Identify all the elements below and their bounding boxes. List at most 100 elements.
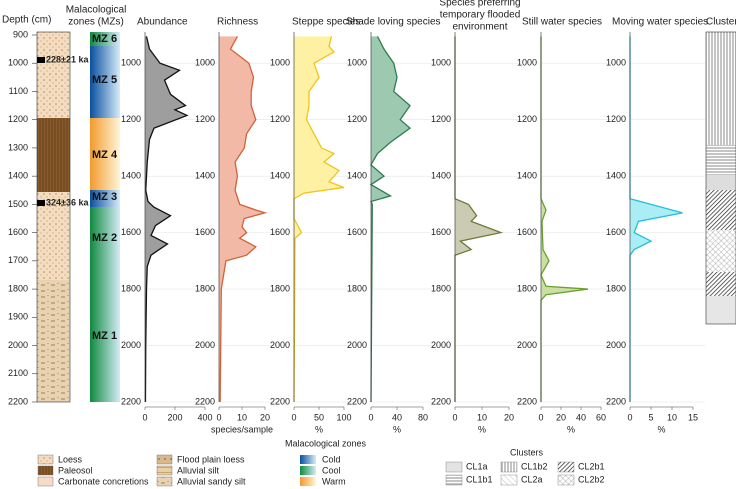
y-tick-label: 1200: [195, 114, 215, 124]
x-tick-label: 80: [418, 412, 428, 422]
depth-tick-label: 1800: [8, 283, 28, 293]
depth-tick-label: 1500: [8, 199, 28, 209]
y-tick-label: 2200: [195, 396, 215, 406]
zone-label: MZ 4: [92, 149, 118, 161]
x-tick-label: 0: [538, 412, 543, 422]
zone-label: MZ 3: [92, 191, 117, 203]
x-tick-label: 5: [648, 412, 653, 422]
y-tick-label: 1800: [270, 283, 290, 293]
zone-label: MZ 2: [92, 232, 117, 244]
y-tick-label: 1600: [270, 227, 290, 237]
x-axis-label: %: [567, 424, 575, 434]
y-tick-label: 2000: [606, 340, 626, 350]
clusters-title: Clusters: [706, 17, 736, 28]
legend-label: Loess: [58, 454, 83, 464]
y-tick-label: 1800: [606, 283, 626, 293]
area: [371, 36, 410, 403]
x-tick-label: 0: [368, 412, 373, 422]
x-axis-label: %: [315, 424, 323, 434]
y-tick-label: 2000: [121, 340, 141, 350]
y-tick-label: 1000: [517, 58, 537, 68]
y-tick-label: 2000: [195, 340, 215, 350]
panel-title: Species preferring: [439, 0, 520, 9]
panel-title: environment: [452, 22, 507, 33]
y-tick-label: 1600: [121, 227, 141, 237]
legend-label: CL1b1: [466, 474, 493, 484]
legend-label: Alluvial silt: [177, 465, 220, 475]
depth-title: Depth (cm): [2, 15, 51, 26]
y-tick-label: 1400: [195, 171, 215, 181]
y-tick-label: 1400: [347, 171, 367, 181]
depth-tick-label: 2200: [8, 396, 28, 406]
y-tick-label: 1400: [517, 171, 537, 181]
depth-tick-label: 1400: [8, 171, 28, 181]
legend-label: CL2b2: [578, 474, 605, 484]
legend-label: Paleosol: [58, 465, 93, 475]
area: [294, 36, 344, 403]
zone-label: MZ 6: [92, 33, 117, 45]
x-tick-label: 0: [452, 412, 457, 422]
y-tick-label: 1600: [195, 227, 215, 237]
y-tick-label: 2200: [121, 396, 141, 406]
zone-label: MZ 5: [92, 74, 117, 86]
legend-label: Alluvial sandy silt: [177, 476, 246, 486]
line: [540, 36, 589, 402]
x-tick-label: 10: [477, 412, 487, 422]
legend-label: Flood plain loess: [177, 454, 245, 464]
area: [145, 36, 187, 403]
date-label: 228±21 ka: [46, 54, 89, 64]
clusters-legend: [445, 461, 575, 486]
legend-label: CL2a: [521, 474, 543, 484]
x-axis-label: %: [657, 424, 665, 434]
x-tick-label: 0: [627, 412, 632, 422]
y-tick-label: 2000: [431, 340, 451, 350]
depth-tick-label: 2000: [8, 340, 28, 350]
y-tick-label: 2200: [431, 396, 451, 406]
panel-title: temporary flooded: [440, 10, 521, 21]
y-tick-label: 1000: [606, 58, 626, 68]
panel-title: Moving water species: [612, 17, 708, 28]
x-tick-label: 40: [576, 412, 586, 422]
legend-title: Clusters: [510, 447, 544, 457]
x-tick-label: 10: [667, 412, 677, 422]
depth-tick-label: 1000: [8, 58, 28, 68]
date-label: 324±36 ka: [46, 197, 89, 207]
y-tick-label: 1400: [270, 171, 290, 181]
y-tick-label: 1200: [517, 114, 537, 124]
depth-tick-label: 900: [13, 29, 28, 39]
legend-label: Cool: [322, 465, 341, 475]
panel-title: Abundance: [137, 17, 188, 28]
line: [629, 36, 683, 402]
y-tick-label: 1600: [606, 227, 626, 237]
y-tick-label: 1000: [270, 58, 290, 68]
depth-tick-label: 1600: [8, 227, 28, 237]
y-tick-label: 1200: [121, 114, 141, 124]
y-tick-label: 2200: [347, 396, 367, 406]
area: [541, 36, 588, 403]
panel-title: Richness: [217, 17, 258, 28]
legend-label: CL2b1: [578, 461, 605, 471]
depth-tick-label: 1700: [8, 255, 28, 265]
legend-label: Cold: [322, 454, 341, 464]
x-axis-label: species/sample: [211, 424, 273, 434]
y-tick-label: 1000: [347, 58, 367, 68]
y-tick-label: 1200: [270, 114, 290, 124]
zones-legend: [300, 455, 316, 486]
lithology-legend: [37, 454, 173, 487]
y-tick-label: 2000: [347, 340, 367, 350]
x-tick-label: 0: [142, 412, 147, 422]
panel-title: Steppe species: [292, 17, 360, 28]
x-tick-label: 10: [237, 412, 247, 422]
y-tick-label: 1600: [517, 227, 537, 237]
x-tick-label: 0: [291, 412, 296, 422]
area: [630, 36, 683, 403]
y-tick-label: 1000: [431, 58, 451, 68]
y-tick-label: 2200: [270, 396, 290, 406]
y-tick-label: 1000: [195, 58, 215, 68]
y-tick-label: 2000: [270, 340, 290, 350]
depth-tick-label: 1300: [8, 142, 28, 152]
line: [144, 36, 189, 403]
legend-label: Carbonate concretions: [58, 476, 149, 486]
x-tick-label: 50: [314, 412, 324, 422]
